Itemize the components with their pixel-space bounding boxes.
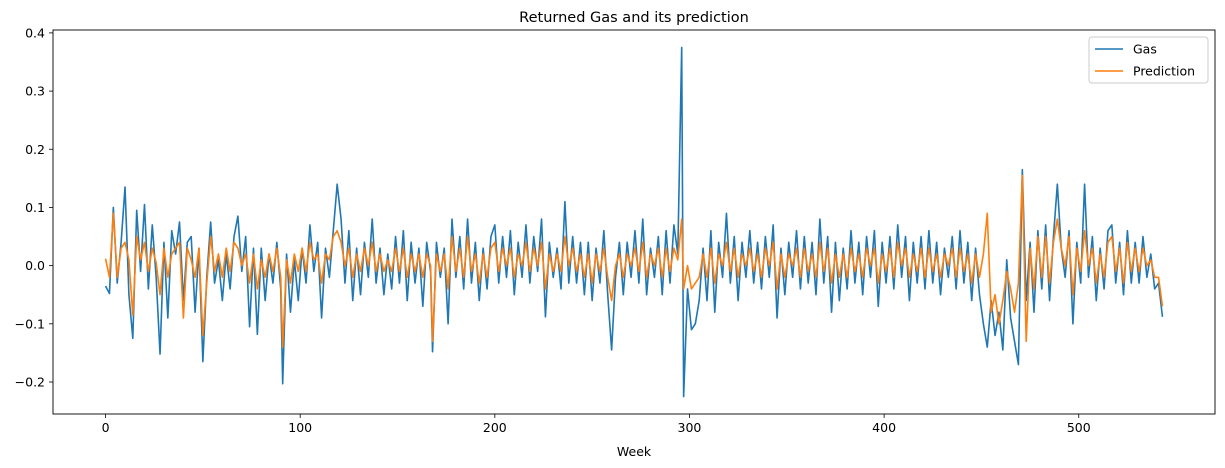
y-tick-label: 0.3 (25, 84, 45, 99)
y-tick-label: 0.4 (25, 25, 45, 40)
x-tick-label: 200 (483, 420, 507, 435)
plot-area (52, 29, 1216, 415)
x-tick-label: 500 (1067, 420, 1091, 435)
legend: Gas Prediction (1088, 36, 1209, 84)
series-line-prediction (104, 174, 1164, 348)
legend-label-prediction: Prediction (1133, 64, 1195, 79)
chart-title: Returned Gas and its prediction (519, 10, 749, 26)
x-axis: 0 100 200 300 400 500 (102, 414, 1091, 435)
y-axis: −0.2 −0.1 0.0 0.1 0.2 0.3 0.4 (15, 25, 53, 390)
y-tick-label: −0.1 (15, 316, 45, 331)
axes-frame (52, 29, 1216, 415)
x-tick-label: 400 (872, 420, 896, 435)
x-axis-label: Week (617, 444, 652, 459)
legend-label-gas: Gas (1133, 42, 1157, 57)
y-tick-label: −0.2 (15, 375, 45, 390)
y-tick-label: 0.2 (25, 142, 45, 157)
x-tick-label: 300 (678, 420, 702, 435)
y-tick-label: 0.0 (25, 258, 45, 273)
x-tick-label: 100 (288, 420, 312, 435)
x-tick-label: 0 (102, 420, 110, 435)
y-tick-label: 0.1 (25, 200, 45, 215)
